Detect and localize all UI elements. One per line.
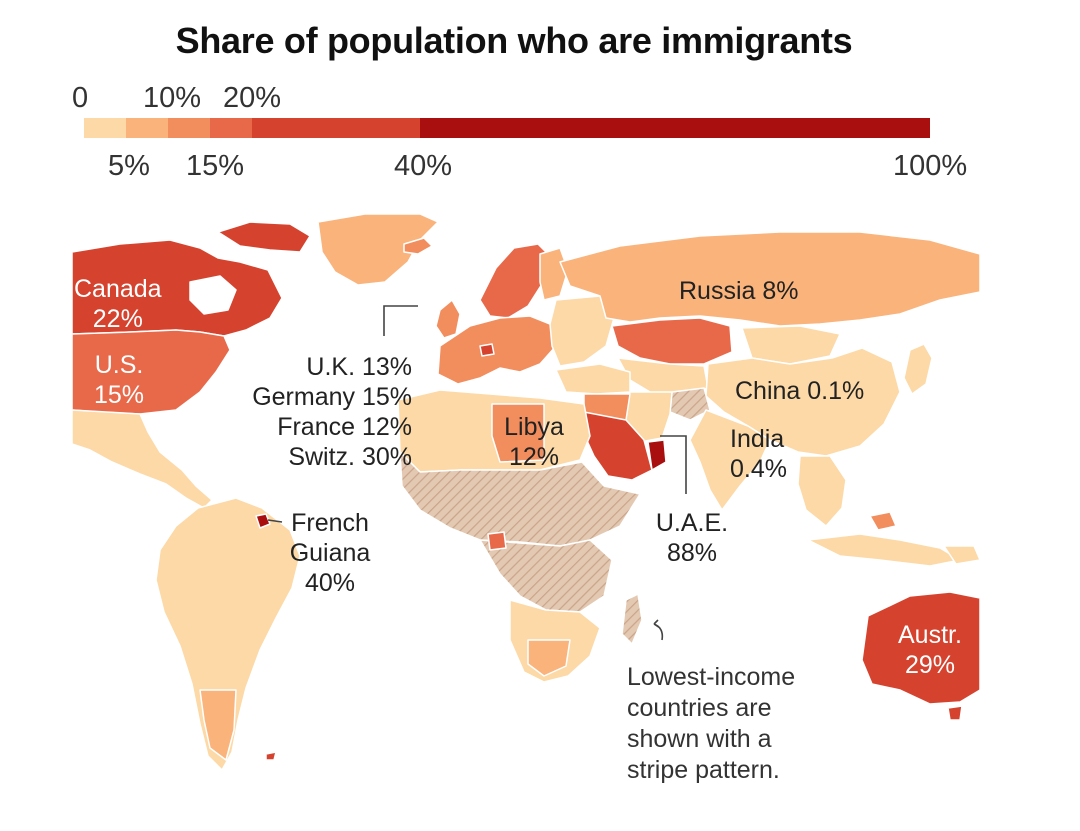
- uae-name: U.A.E.: [655, 509, 729, 537]
- gabon-shape: [487, 531, 507, 551]
- iceland-shape: [403, 237, 433, 255]
- uae-value: 88%: [666, 539, 718, 567]
- legend-bin-5-10: [126, 118, 168, 138]
- india-label: India 0.4%: [730, 424, 787, 484]
- french-guiana-label: French Guiana 40%: [282, 508, 378, 598]
- australia-label: Austr. 29%: [898, 620, 962, 680]
- libya-value: 12%: [508, 443, 560, 471]
- canada-arctic-islands-shape: [217, 221, 311, 253]
- french-guiana-name-2: Guiana: [289, 539, 371, 567]
- legend-scale-bar: [84, 118, 930, 138]
- tasmania-shape: [947, 705, 963, 721]
- germany-label: Germany 15%: [252, 383, 412, 411]
- uk-shape: [435, 299, 461, 339]
- legend-tick-100: 100%: [893, 150, 968, 182]
- libya-label: Libya 12%: [494, 412, 574, 472]
- greenland-shape: [317, 213, 439, 286]
- note-line-1: Lowest-income: [627, 663, 796, 691]
- russia-label: Russia 8%: [679, 277, 799, 305]
- australia-shape: [861, 591, 981, 705]
- us-name: U.S.: [94, 351, 144, 379]
- legend-tick-15: 15%: [186, 150, 245, 182]
- china-label: China 0.1%: [735, 377, 865, 405]
- map-title: Share of population who are immigrants: [175, 20, 853, 61]
- legend-tick-40: 40%: [394, 150, 453, 182]
- southern-cone-shape: [199, 689, 237, 761]
- falklands-shape: [265, 751, 277, 761]
- sahel-shape: [399, 451, 641, 547]
- stripe-pattern-note: Lowest-income countries are shown with a…: [627, 662, 795, 786]
- legend-bin-15-20: [210, 118, 252, 138]
- us-label: U.S. 15%: [94, 350, 144, 410]
- western-europe-shape: [437, 315, 557, 385]
- southeast-asia-shape: [797, 455, 847, 527]
- central-africa-shape: [479, 539, 613, 613]
- uk-label: U.K. 13%: [306, 353, 412, 381]
- uae-callout-line: [660, 435, 687, 494]
- french-guiana-shape: [255, 513, 271, 529]
- us-value: 15%: [94, 381, 145, 409]
- french-guiana-callout-line: [267, 519, 283, 523]
- uae-label: U.A.E. 88%: [650, 508, 734, 568]
- uae-shape: [647, 439, 667, 471]
- note-line-2: countries are: [627, 694, 772, 722]
- canada-value: 22%: [92, 305, 143, 333]
- legend-tick-5: 5%: [108, 150, 150, 182]
- note-line-3: shown with a: [627, 725, 772, 753]
- japan-shape: [903, 343, 933, 395]
- legend-bin-20-40: [252, 118, 420, 138]
- libya-shape: [491, 403, 545, 463]
- legend-bin-10-15: [168, 118, 210, 138]
- legend-tick-20: 20%: [223, 82, 282, 114]
- india-shape: [689, 409, 771, 511]
- india-name: India: [730, 425, 785, 453]
- note-line-4: stripe pattern.: [627, 756, 780, 784]
- europe-callout-line: [383, 305, 418, 336]
- legend-tick-10: 10%: [143, 82, 202, 114]
- libya-name: Libya: [504, 413, 564, 441]
- switzerland-label: Switz. 30%: [288, 443, 412, 471]
- madagascar-shape: [621, 593, 643, 645]
- canada-name: Canada: [74, 275, 162, 303]
- india-value: 0.4%: [730, 455, 787, 483]
- australia-value: 29%: [904, 651, 955, 679]
- russia-shape: [559, 231, 981, 327]
- legend-bin-40-100: [420, 118, 930, 138]
- hudson-bay-shape: [189, 275, 237, 315]
- curved-arrow-icon: [653, 619, 664, 641]
- indonesia-shape: [807, 533, 961, 567]
- finland-shape: [539, 247, 569, 301]
- south-africa-shape: [527, 639, 571, 677]
- france-label: France 12%: [277, 413, 412, 441]
- french-guiana-name-1: French: [291, 509, 369, 537]
- kazakhstan-shape: [611, 317, 733, 365]
- legend-tick-0: 0: [72, 82, 89, 114]
- turkey-shape: [555, 363, 631, 395]
- europe-label-group: U.K. 13% Germany 15% France 12% Switz. 3…: [200, 352, 412, 472]
- callout-lines: [267, 305, 687, 523]
- malaysia-shape: [869, 511, 897, 531]
- canada-label: Canada 22%: [74, 274, 162, 334]
- switzerland-shape: [479, 343, 495, 357]
- legend-bin-0-5: [84, 118, 126, 138]
- french-guiana-value: 40%: [304, 569, 356, 597]
- australia-name: Austr.: [898, 621, 962, 649]
- china-shape: [705, 347, 901, 457]
- papua-shape: [943, 545, 981, 565]
- mexico-shape: [71, 409, 213, 509]
- south-america-shape: [155, 497, 301, 771]
